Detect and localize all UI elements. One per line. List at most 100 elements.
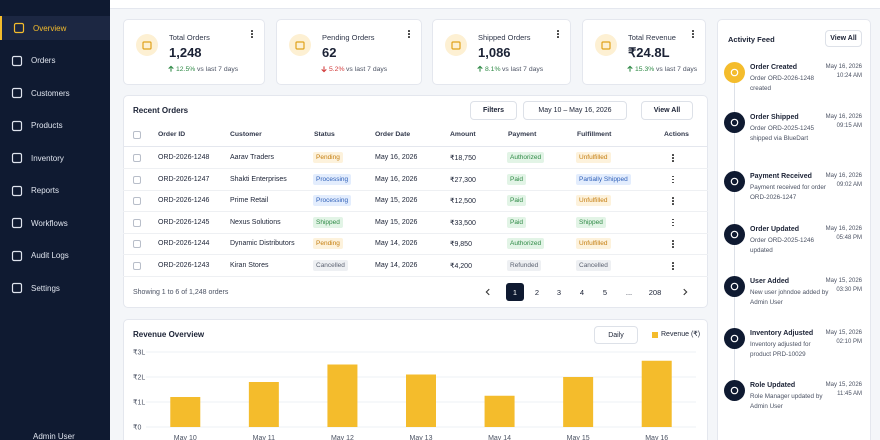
activity-time: 09:02 AM — [836, 182, 862, 188]
nav-item[interactable]: Workflows — [0, 211, 110, 235]
stat-change: 12.5% — [176, 66, 196, 73]
status-badge: Unfulfilled — [576, 238, 611, 250]
stat-glyph — [142, 41, 152, 50]
row-line — [123, 168, 708, 169]
trend-arrow — [168, 65, 174, 72]
stat-value: 1,086 — [478, 45, 511, 60]
activity-view-all[interactable]: View All — [825, 30, 862, 47]
status-badge: Partially Shipped — [576, 173, 631, 185]
nav-icon — [11, 282, 23, 294]
activity-title: Order Updated — [750, 226, 800, 233]
nav-item[interactable]: Reports — [0, 179, 110, 203]
nav-item[interactable]: Audit Logs — [0, 244, 110, 268]
row-checkbox[interactable] — [133, 175, 141, 184]
activity-date: May 15, 2026 — [825, 278, 862, 284]
page-button[interactable]: 208 — [648, 287, 662, 297]
status-badge: Paid — [507, 173, 527, 185]
orders-title: Recent Orders — [133, 106, 189, 115]
status-badge: Unfulfilled — [576, 195, 611, 207]
row-menu — [672, 175, 674, 178]
user-name[interactable]: Admin User — [33, 432, 75, 440]
stat-title: Shipped Orders — [478, 33, 531, 42]
activity-icon — [724, 112, 745, 133]
row-checkbox[interactable] — [133, 262, 141, 270]
x-tick-label: May 14 — [488, 435, 511, 440]
row-menu — [672, 203, 674, 205]
row-menu — [672, 157, 674, 159]
nav-item[interactable]: Orders — [0, 49, 110, 73]
page-button[interactable]: 1 — [506, 283, 524, 301]
page-button[interactable]: 4 — [579, 287, 585, 297]
row-checkbox[interactable] — [133, 197, 141, 206]
cell: May 14, 2026 — [375, 262, 418, 269]
row-menu — [672, 197, 674, 199]
page-button[interactable]: 5 — [602, 287, 608, 297]
page-button[interactable]: 3 — [556, 287, 562, 297]
row-menu — [672, 200, 674, 202]
cell: ₹18,750 — [450, 155, 476, 162]
column-header: Payment — [508, 131, 537, 138]
stat-change: 8.1% — [485, 66, 501, 73]
stat-menu — [557, 30, 559, 32]
cell: ₹9,850 — [450, 241, 472, 249]
nav-item[interactable]: Overview — [0, 16, 110, 40]
cell: May 15, 2026 — [375, 218, 418, 226]
filters-button[interactable]: Filters — [470, 101, 517, 120]
nav-item[interactable]: Inventory — [0, 146, 110, 170]
column-header: Order Date — [375, 131, 411, 138]
row-line — [123, 189, 708, 191]
cell: Dynamic Distributors — [230, 240, 295, 248]
activity-icon — [724, 328, 745, 349]
nav-item[interactable]: Products — [0, 114, 110, 138]
trend-arrow — [321, 66, 327, 73]
cell: ORD-2026-1246 — [158, 197, 210, 205]
view-all-button[interactable]: View All — [641, 101, 693, 120]
stat-glyph — [295, 41, 305, 50]
nav-label: Products — [31, 121, 63, 130]
date-range-label: May 10 – May 16, 2026 — [538, 107, 612, 114]
activity-time: 02:10 PM — [836, 339, 862, 345]
trend-arrow — [477, 65, 483, 72]
row-checkbox[interactable] — [133, 154, 141, 162]
nav-item[interactable]: Customers — [0, 81, 110, 105]
stat-menu — [692, 30, 694, 32]
page-button[interactable]: ... — [625, 287, 633, 297]
activity-glyph — [730, 177, 739, 186]
cell: May 14, 2026 — [375, 240, 418, 248]
timeline — [734, 181, 735, 234]
trend-arrow — [627, 65, 633, 72]
row-checkbox[interactable] — [133, 218, 141, 227]
page-button[interactable]: 2 — [534, 287, 540, 297]
y-tick-label: ₹1L — [133, 399, 145, 407]
stat-menu — [251, 36, 253, 38]
stat-card: Shipped Orders 1,086 8.1% vs last 7 days — [432, 19, 571, 85]
cell: Shakti Enterprises — [230, 175, 287, 183]
activity-description: Order ORD-2025-1246 updated — [750, 237, 815, 254]
nav-icon — [11, 185, 23, 196]
stat-menu — [408, 33, 410, 35]
cell: ₹4,200 — [450, 263, 472, 270]
cell: ₹33,500 — [450, 219, 476, 227]
stat-menu — [408, 36, 410, 38]
activity-date: May 16, 2026 — [825, 64, 862, 70]
status-badge: Cancelled — [313, 260, 348, 271]
nav-label: Customers — [31, 88, 70, 98]
activity-date: May 16, 2026 — [825, 226, 862, 232]
timeline — [734, 122, 735, 181]
activity-glyph — [730, 334, 739, 343]
nav-item[interactable]: Settings — [0, 276, 110, 300]
period-select[interactable]: Daily — [594, 326, 638, 344]
activity-icon — [724, 380, 745, 401]
nav-label: Reports — [31, 186, 60, 195]
chart-title: Revenue Overview — [133, 330, 205, 339]
activity-glyph — [730, 282, 739, 291]
date-range[interactable]: May 10 – May 16, 2026 — [523, 101, 627, 120]
column-header: Actions — [664, 131, 689, 138]
activity-title: Inventory Adjusted — [750, 330, 814, 337]
row-menu — [672, 160, 674, 162]
activity-time: 03:30 PM — [836, 287, 862, 293]
timeline — [734, 234, 735, 286]
nav-label: Audit Logs — [31, 251, 69, 260]
activity-glyph — [730, 230, 739, 239]
row-checkbox[interactable] — [133, 240, 141, 249]
